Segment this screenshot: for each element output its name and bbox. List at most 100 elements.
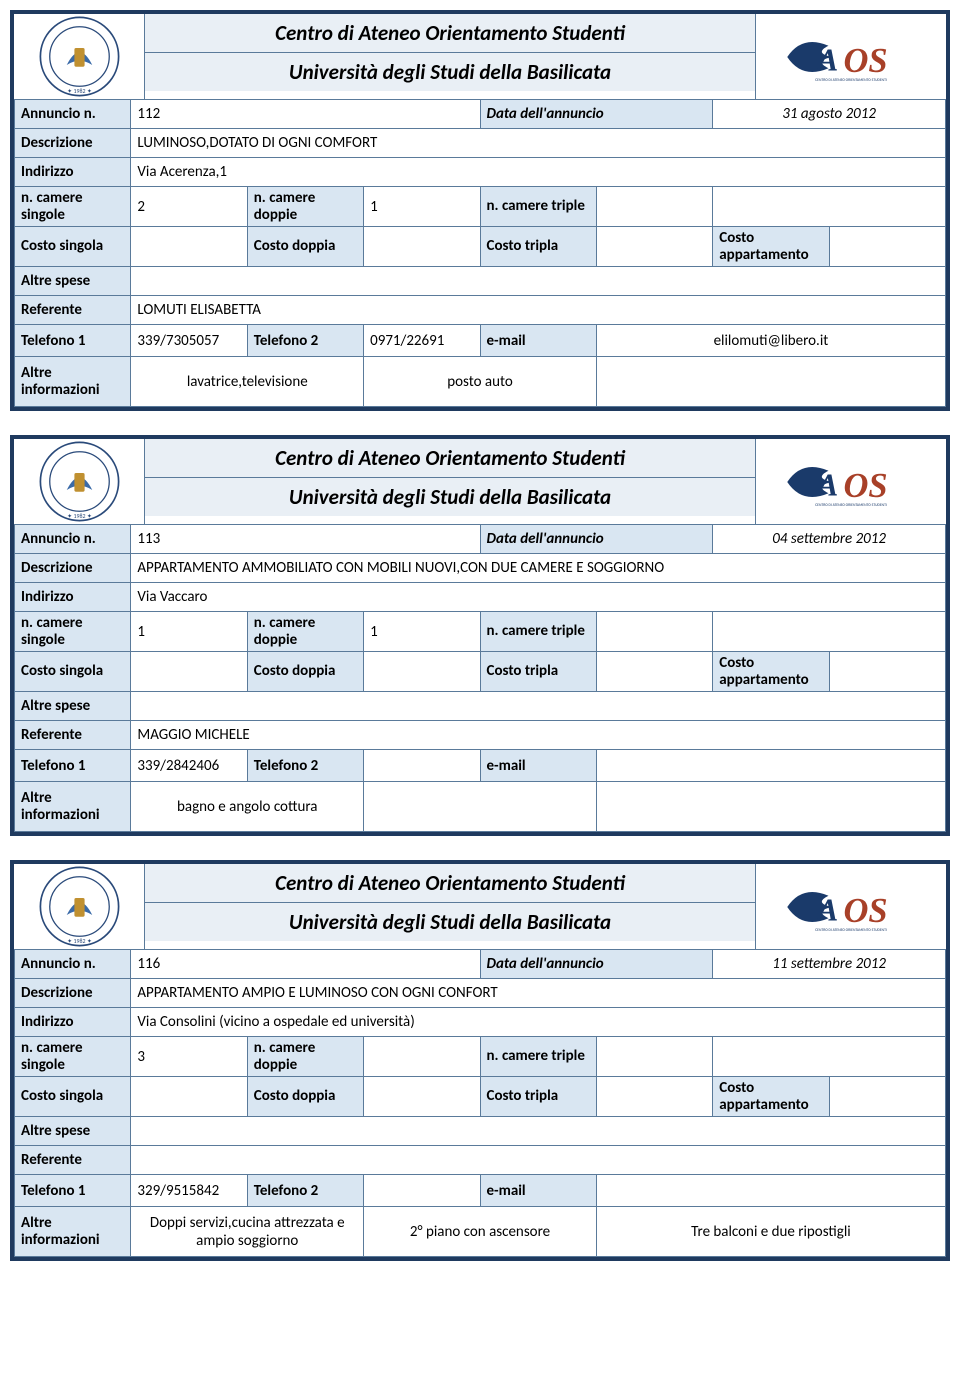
- caos-logo-icon: A OS CENTRO DI ATENEO ORIENTAMENTO STUDE…: [776, 452, 926, 512]
- value-info3: Tre balconi e due ripostigli: [596, 1207, 945, 1257]
- empty-cell: [713, 612, 946, 652]
- row-camere: n. camere singole 3 n. camere doppie n. …: [15, 1037, 946, 1077]
- label-telefono2: Telefono 2: [247, 1175, 363, 1207]
- value-info3: [596, 782, 945, 832]
- title-line-2: Università degli Studi della Basilicata: [145, 53, 755, 91]
- row-annuncio: Annuncio n. 113 Data dell'annuncio 04 se…: [15, 525, 946, 554]
- value-costo-app: [829, 227, 945, 267]
- title-line-2: Università degli Studi della Basilicata: [145, 903, 755, 941]
- label-costo-doppia: Costo doppia: [247, 227, 363, 267]
- label-n-doppie: n. camere doppie: [247, 612, 363, 652]
- label-referente: Referente: [15, 1146, 131, 1175]
- value-costo-tripla: [596, 652, 712, 692]
- label-email: e-mail: [480, 325, 596, 357]
- row-descrizione: Descrizione APPARTAMENTO AMMOBILIATO CON…: [15, 554, 946, 583]
- label-costo-app: Costo appartamento: [713, 652, 829, 692]
- label-costo-singola: Costo singola: [15, 227, 131, 267]
- label-annuncio-n: Annuncio n.: [15, 525, 131, 554]
- row-descrizione: Descrizione APPARTAMENTO AMPIO E LUMINOS…: [15, 979, 946, 1008]
- value-costo-doppia: [364, 652, 480, 692]
- svg-text:A: A: [815, 42, 838, 77]
- value-descrizione: LUMINOSO,DOTATO DI OGNI COMFORT: [131, 129, 946, 158]
- logo-right-cell: A OS CENTRO DI ATENEO ORIENTAMENTO STUDE…: [755, 439, 946, 524]
- university-seal-icon: ✦ 1982 ✦: [37, 864, 122, 949]
- value-altre-spese: [131, 267, 946, 296]
- logo-left-cell: ✦ 1982 ✦: [14, 439, 145, 524]
- value-costo-doppia: [364, 1077, 480, 1117]
- row-indirizzo: Indirizzo Via Vaccaro: [15, 583, 946, 612]
- svg-text:A: A: [815, 892, 838, 927]
- empty-cell: [713, 1037, 946, 1077]
- label-altre-info: Altre informazioni: [15, 1207, 131, 1257]
- svg-text:OS: OS: [844, 892, 888, 930]
- value-telefono1: 329/9515842: [131, 1175, 247, 1207]
- label-costo-tripla: Costo tripla: [480, 227, 596, 267]
- row-annuncio: Annuncio n. 116 Data dell'annuncio 11 se…: [15, 950, 946, 979]
- label-telefono1: Telefono 1: [15, 1175, 131, 1207]
- value-costo-doppia: [364, 227, 480, 267]
- svg-text:OS: OS: [844, 42, 888, 80]
- row-costi: Costo singola Costo doppia Costo tripla …: [15, 1077, 946, 1117]
- label-telefono1: Telefono 1: [15, 750, 131, 782]
- row-spese: Altre spese: [15, 692, 946, 721]
- row-telefono: Telefono 1 339/7305057 Telefono 2 0971/2…: [15, 325, 946, 357]
- svg-text:✦ 1982 ✦: ✦ 1982 ✦: [67, 87, 92, 95]
- svg-text:CENTRO DI ATENEO ORIENTAMENTO: CENTRO DI ATENEO ORIENTAMENTO STUDENTI: [815, 78, 887, 83]
- value-data-annuncio: 04 settembre 2012: [713, 525, 946, 554]
- empty-cell: [713, 187, 946, 227]
- value-n-triple: [596, 612, 712, 652]
- label-altre-spese: Altre spese: [15, 267, 131, 296]
- title-cell: Centro di Ateneo Orientamento Studenti U…: [145, 439, 755, 524]
- svg-text:✦ 1982 ✦: ✦ 1982 ✦: [67, 937, 92, 945]
- title-cell: Centro di Ateneo Orientamento Studenti U…: [145, 14, 755, 99]
- value-email: elilomuti@libero.it: [596, 325, 945, 357]
- logo-right-cell: A OS CENTRO DI ATENEO ORIENTAMENTO STUDE…: [755, 14, 946, 99]
- label-data-annuncio: Data dell'annuncio: [480, 525, 713, 554]
- value-costo-app: [829, 1077, 945, 1117]
- value-n-doppie: [364, 1037, 480, 1077]
- value-annuncio-n: 113: [131, 525, 480, 554]
- label-n-singole: n. camere singole: [15, 1037, 131, 1077]
- university-seal-icon: ✦ 1982 ✦: [37, 439, 122, 524]
- label-referente: Referente: [15, 296, 131, 325]
- label-altre-spese: Altre spese: [15, 1117, 131, 1146]
- caos-logo-icon: A OS CENTRO DI ATENEO ORIENTAMENTO STUDE…: [776, 877, 926, 937]
- label-altre-info: Altre informazioni: [15, 782, 131, 832]
- value-referente: MAGGIO MICHELE: [131, 721, 946, 750]
- row-telefono: Telefono 1 339/2842406 Telefono 2 e-mail: [15, 750, 946, 782]
- value-email: [596, 1175, 945, 1207]
- value-telefono2: [364, 1175, 480, 1207]
- row-indirizzo: Indirizzo Via Acerenza,1: [15, 158, 946, 187]
- value-descrizione: APPARTAMENTO AMPIO E LUMINOSO CON OGNI C…: [131, 979, 946, 1008]
- label-data-annuncio: Data dell'annuncio: [480, 950, 713, 979]
- value-info2: 2° piano con ascensore: [364, 1207, 597, 1257]
- label-descrizione: Descrizione: [15, 979, 131, 1008]
- value-indirizzo: Via Consolini (vicino a ospedale ed univ…: [131, 1008, 946, 1037]
- label-telefono2: Telefono 2: [247, 325, 363, 357]
- label-costo-doppia: Costo doppia: [247, 1077, 363, 1117]
- listing-card: ✦ 1982 ✦ Centro di Ateneo Orientamento S…: [10, 435, 950, 836]
- row-altre-info: Altre informazioni Doppi servizi,cucina …: [15, 1207, 946, 1257]
- value-data-annuncio: 11 settembre 2012: [713, 950, 946, 979]
- label-data-annuncio: Data dell'annuncio: [480, 100, 713, 129]
- value-indirizzo: Via Acerenza,1: [131, 158, 946, 187]
- row-camere: n. camere singole 2 n. camere doppie 1 n…: [15, 187, 946, 227]
- value-info1: lavatrice,televisione: [131, 357, 364, 407]
- value-annuncio-n: 112: [131, 100, 480, 129]
- row-referente: Referente: [15, 1146, 946, 1175]
- label-costo-tripla: Costo tripla: [480, 652, 596, 692]
- value-telefono2: 0971/22691: [364, 325, 480, 357]
- label-descrizione: Descrizione: [15, 129, 131, 158]
- label-indirizzo: Indirizzo: [15, 583, 131, 612]
- svg-text:✦ 1982 ✦: ✦ 1982 ✦: [67, 512, 92, 520]
- value-telefono1: 339/7305057: [131, 325, 247, 357]
- card-header: ✦ 1982 ✦ Centro di Ateneo Orientamento S…: [14, 14, 946, 99]
- label-telefono1: Telefono 1: [15, 325, 131, 357]
- label-n-singole: n. camere singole: [15, 612, 131, 652]
- caos-logo-icon: A OS CENTRO DI ATENEO ORIENTAMENTO STUDE…: [776, 27, 926, 87]
- label-referente: Referente: [15, 721, 131, 750]
- label-costo-tripla: Costo tripla: [480, 1077, 596, 1117]
- label-annuncio-n: Annuncio n.: [15, 100, 131, 129]
- label-indirizzo: Indirizzo: [15, 158, 131, 187]
- university-seal-icon: ✦ 1982 ✦: [37, 14, 122, 99]
